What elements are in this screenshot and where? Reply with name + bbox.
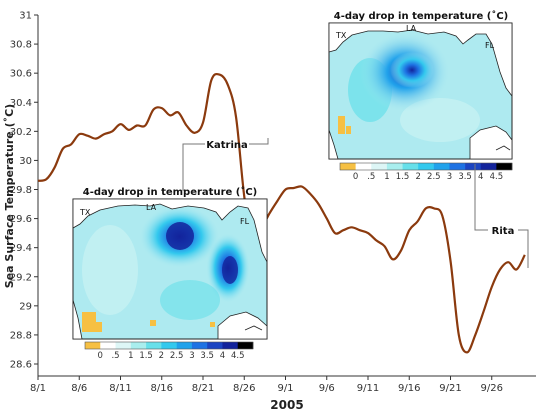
colorbar-border [84,341,254,350]
x-tick-label: 8/16 [151,383,173,394]
colorbar-tick-label: 2 [415,172,420,182]
colorbar-tick-label: 1 [384,172,389,182]
colorbar-tick-label: 4.5 [490,172,504,182]
y-tick-label: 30.4 [10,98,32,109]
colorbar-swatch [130,342,147,349]
x-tick-label: 9/26 [481,383,503,394]
rita-annotation: Rita [474,164,529,268]
x-tick-label: 9/16 [398,383,420,394]
y-tick-label: 29.2 [10,272,32,283]
colorbar-swatch [371,163,388,170]
y-axis: 31 30.8 30.6 30.4 30.2 30 29.8 29.6 29.4 29.2 29 28… [10,11,38,371]
colorbar-swatch [355,163,372,170]
colorbar-swatch [340,163,356,170]
inset-label-la: LA [146,203,157,212]
katrina-inset-map: 4-day drop in temperature (˚C) TX LA FL … [72,186,268,361]
colorbar-swatch [85,342,101,349]
colorbar-tick-label: 2.5 [170,351,184,361]
sst-series-line [37,72,526,354]
y-tick-label: 29 [19,301,32,312]
colorbar-tick-label: 0 [98,351,103,361]
inset-label-la: LA [406,24,417,33]
colorbar-swatch [191,342,208,349]
inset-label-fl: FL [240,217,250,226]
colorbar: 0 .5 1 1.5 2 2.5 3 3.5 4 4.5 [84,341,254,361]
y-axis-label: Sea Surface Temperature (˚C) [3,104,16,288]
inset-land [328,22,513,160]
colorbar-tick-label: 1.5 [396,172,410,182]
colorbar-tick-label: 4 [220,351,225,361]
x-tick-label: 8/11 [109,383,131,394]
colorbar-tick-label: 3.5 [458,172,472,182]
colorbar-tick-label: 3 [447,172,452,182]
y-tick-label: 30 [19,156,32,167]
colorbar-swatch [480,163,497,170]
inset-label-fl: FL [485,41,495,50]
x-tick-label: 8/1 [30,383,46,394]
colorbar-tick-label: 2.5 [427,172,441,182]
x-tick-label: 9/21 [439,383,461,394]
y-tick-label: 28.8 [10,330,32,341]
x-tick-label: 9/11 [357,383,379,394]
inset-title: 4-day drop in temperature (˚C) [334,10,509,22]
x-tick-label: 8/21 [192,383,214,394]
colorbar-tick-label: 0 [353,172,358,182]
colorbar-tick-label: 4 [478,172,483,182]
colorbar-border [339,162,513,171]
x-axis-label: 2005 [270,398,303,412]
colorbar-tick-label: 2 [159,351,164,361]
y-tick-label: 30.6 [10,69,32,80]
inset-title: 4-day drop in temperature (˚C) [83,186,258,198]
inset-land [72,198,268,340]
colorbar-tick-label: .5 [367,172,375,182]
inset-label-tx: TX [335,31,347,40]
katrina-label: Katrina [206,140,248,151]
colorbar-swatch [496,163,513,170]
colorbar-swatch [207,342,223,349]
colorbar-swatch [161,342,177,349]
colorbar-tick-label: 3.5 [200,351,214,361]
colorbar-tick-label: .5 [111,351,119,361]
x-tick-label: 9/6 [319,383,335,394]
inset-map-field [338,32,480,142]
colorbar-swatch [433,163,450,170]
colorbar: 0 .5 1 1.5 2 2.5 3 3.5 4 4.5 [339,162,513,182]
inset-label-tx: TX [79,208,91,217]
x-tick-label: 9/1 [277,383,293,394]
x-tick-label: 8/6 [71,383,87,394]
rita-inset-map: 4-day drop in temperature (˚C) TX LA FL … [328,10,513,182]
colorbar-tick-label: 1 [128,351,133,361]
colorbar-swatch [402,163,419,170]
colorbar-swatch [176,342,193,349]
y-tick-label: 29.4 [10,243,32,254]
y-tick-label: 30.2 [10,127,32,138]
colorbar-swatch [386,163,403,170]
y-tick-label: 29.8 [10,185,32,196]
colorbar-swatch [100,342,116,349]
y-tick-label: 28.6 [10,360,32,371]
colorbar-tick-label: 3 [189,351,194,361]
colorbar-swatch [146,342,162,349]
colorbar-tick-label: 4.5 [231,351,245,361]
colorbar-swatch [418,163,435,170]
colorbar-swatch [465,163,482,170]
y-tick-label: 29.6 [10,214,32,225]
colorbar-swatch [115,342,132,349]
colorbar-tick-label: 1.5 [139,351,153,361]
colorbar-swatch [237,342,254,349]
x-axis: 8/1 8/6 8/11 8/16 8/21 8/26 9/1 9/6 9/11 9/16 9/21… [30,376,503,394]
inset-map-field [82,205,250,332]
y-tick-label: 30.8 [10,40,32,51]
colorbar-swatch [222,342,239,349]
x-tick-label: 8/26 [233,383,255,394]
katrina-annotation: Katrina [182,138,269,191]
colorbar-swatch [449,163,466,170]
rita-label: Rita [492,226,515,237]
y-tick-label: 31 [19,11,32,22]
